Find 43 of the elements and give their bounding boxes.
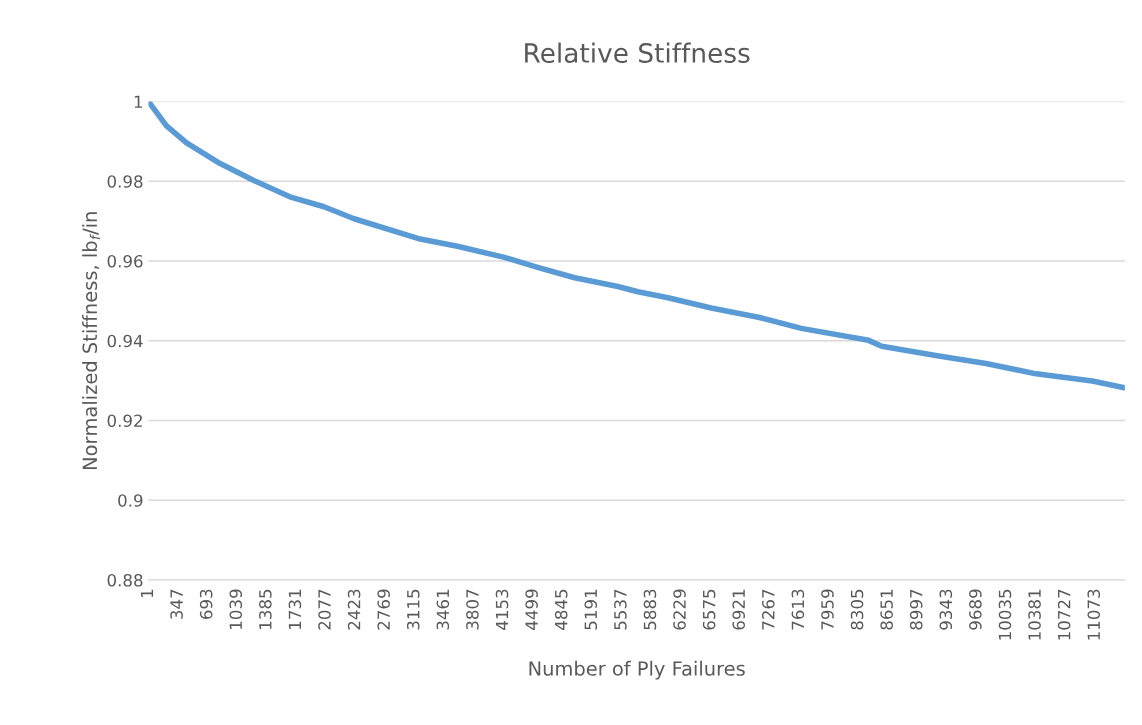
x-tick-label: 693 bbox=[199, 589, 213, 619]
y-tick-label: 0.92 bbox=[107, 414, 142, 428]
x-tick-label: 6229 bbox=[673, 589, 686, 630]
x-tick-label: 3115 bbox=[406, 589, 420, 630]
x-axis-title: Number of Ply Failures bbox=[529, 660, 745, 680]
x-tick-label: 1385 bbox=[259, 589, 272, 629]
y-tick-label: 0.9 bbox=[118, 494, 143, 507]
x-tick-label: 7267 bbox=[761, 589, 775, 630]
x-tick-label: 3461 bbox=[436, 589, 450, 630]
x-tick-label: 1731 bbox=[288, 589, 302, 629]
x-tick-label: 10727 bbox=[1057, 589, 1071, 640]
y-tick-label: 0.96 bbox=[107, 254, 143, 268]
x-tick-label: 8305 bbox=[850, 589, 864, 630]
y-tick-label: 0.98 bbox=[107, 175, 143, 188]
x-tick-label: 4499 bbox=[525, 589, 538, 630]
x-tick-label: 5191 bbox=[584, 589, 598, 630]
x-tick-label: 6921 bbox=[732, 589, 746, 630]
x-tick-label: 8997 bbox=[909, 589, 923, 630]
x-tick-label: 3807 bbox=[466, 589, 479, 630]
x-tick-label: 4153 bbox=[495, 589, 509, 630]
x-tick-label: 9343 bbox=[939, 589, 953, 630]
x-tick-label: 2423 bbox=[347, 589, 361, 630]
x-tick-label: 8651 bbox=[880, 589, 893, 630]
x-tick-label: 5537 bbox=[614, 589, 627, 630]
x-tick-label: 11073 bbox=[1087, 589, 1101, 640]
y-tick-label: 1 bbox=[134, 95, 143, 108]
x-tick-label: 2077 bbox=[318, 589, 331, 630]
x-tick-label: 2769 bbox=[377, 589, 390, 630]
x-tick-label: 7613 bbox=[791, 589, 805, 630]
x-tick-label: 347 bbox=[170, 589, 183, 619]
y-axis-title: Normalized Stiffness, lb$_{f}$/in bbox=[82, 212, 101, 470]
x-tick-label: 9689 bbox=[969, 589, 982, 630]
x-tick-label: 7959 bbox=[821, 589, 834, 630]
x-tick-label: 10381 bbox=[1028, 589, 1041, 640]
x-tick-label: 10035 bbox=[998, 589, 1012, 640]
x-tick-label: 5883 bbox=[643, 589, 657, 630]
chart-title: Relative Stiffness bbox=[525, 42, 750, 63]
x-tick-label: 1039 bbox=[229, 589, 243, 629]
x-tick-label: 1 bbox=[140, 589, 154, 598]
x-tick-label: 4845 bbox=[554, 589, 568, 630]
y-tick-label: 0.94 bbox=[107, 334, 143, 348]
x-tick-label: 6575 bbox=[702, 589, 716, 630]
y-tick-label: 0.88 bbox=[107, 573, 143, 587]
